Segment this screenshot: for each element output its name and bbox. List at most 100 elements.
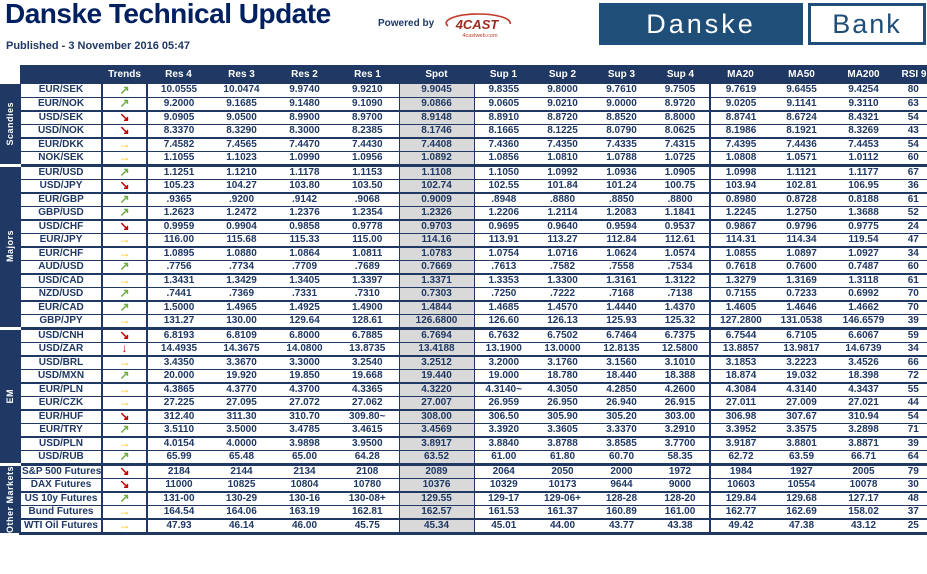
sup1-value: 2064 (474, 464, 533, 479)
res3-value: 7.4565 (210, 137, 273, 152)
sup3-value: 1.0936 (592, 165, 651, 180)
spot-value: 1.2326 (398, 206, 475, 221)
trend-down-icon: ↘ (102, 328, 148, 343)
rsi9-value: 63 (895, 97, 927, 112)
sup4-value: 58.35 (651, 450, 711, 466)
sup3-value: 12.8135 (592, 342, 651, 357)
ma200-value: 4.3437 (832, 382, 895, 397)
rsi9-value: 71 (895, 423, 927, 438)
powered-by-label: Powered by (378, 18, 435, 29)
rsi9-value: 70 (895, 300, 927, 315)
sup1-value: 129-17 (474, 491, 533, 506)
ma50-value: 1927 (771, 464, 832, 479)
ma200-value: 43.12 (832, 518, 895, 535)
sup4-value: 8.0625 (651, 124, 711, 139)
res3-value: 130.00 (210, 314, 273, 330)
spot-value: 126.6800 (398, 314, 475, 330)
sup2-value: 8.8720 (533, 110, 592, 125)
spot-value: 308.00 (398, 409, 475, 424)
ma200-value: 146.6579 (832, 314, 895, 330)
trend-down-icon: ↘ (102, 409, 148, 424)
column-header-res4: Res 4 (147, 65, 210, 84)
res1-value: 1.2354 (336, 206, 399, 221)
trend-flat-icon: → (102, 246, 148, 261)
pair-label: USD/CNH (19, 328, 103, 343)
sup1-value: 3.2000 (474, 355, 533, 370)
res1-value: 128.61 (336, 314, 399, 330)
res3-value: 14.3675 (210, 342, 273, 357)
res3-value: 130-29 (210, 491, 273, 506)
sup2-value: 1.0810 (533, 151, 592, 167)
rsi9-value: 24 (895, 219, 927, 234)
sup3-value: 160.89 (592, 505, 651, 520)
sup4-value: 8.8000 (651, 110, 711, 125)
table-row: DAX Futures ↘ 11000 10825 10804 10780 10376 103… (0, 478, 927, 493)
sup4-value: 1.0905 (651, 165, 711, 180)
res4-value: 312.40 (147, 409, 210, 424)
sup2-value: 7.4350 (533, 137, 592, 152)
ma20-value: 103.94 (710, 179, 771, 194)
sup2-value: 126.13 (533, 314, 592, 330)
sup2-value: 129-06+ (533, 491, 592, 506)
sup3-value: .7558 (592, 260, 651, 275)
trend-up-icon: ↗ (102, 97, 148, 112)
res4-value: 8.3370 (147, 124, 210, 139)
sup1-value: 102.55 (474, 179, 533, 194)
res3-value: 19.920 (210, 369, 273, 384)
ma50-value: 1.1121 (771, 165, 832, 180)
res2-value: 8.3000 (273, 124, 336, 139)
sup1-value: 126.60 (474, 314, 533, 330)
trend-up-icon: ↗ (102, 300, 148, 315)
res1-value: 0.9778 (336, 219, 399, 234)
ma20-value: 49.42 (710, 518, 771, 535)
table-row: USD/MXN ↗ 20.000 19.920 19.850 19.668 19.440 19… (0, 369, 927, 384)
spot-value: 9.9045 (398, 84, 475, 98)
res2-value: 115.33 (273, 233, 336, 248)
res1-value: 13.8735 (336, 342, 399, 357)
pair-label: NZD/USD (19, 287, 103, 302)
fourcast-logo: 4CAST 4castweb.com (445, 13, 512, 39)
sup3-value: 9.0000 (592, 97, 651, 112)
rsi9-value: 47 (895, 233, 927, 248)
res3-value: 10825 (210, 478, 273, 493)
sup4-value: 9.7505 (651, 84, 711, 98)
res3-value: 10.0474 (210, 84, 273, 98)
res2-value: 3.3000 (273, 355, 336, 370)
res2-value: 2134 (273, 464, 336, 479)
ma50-value: 47.38 (771, 518, 832, 535)
rsi9-value: 36 (895, 179, 927, 194)
table-row: Scandies EUR/SEK ↗ 10.0555 10.0474 9.9740 9.92… (0, 84, 927, 167)
spot-value: 162.57 (398, 505, 475, 520)
sup1-value: 1.3353 (474, 273, 533, 288)
spot-value: 3.2512 (398, 355, 475, 370)
section-label-text: Scandies (4, 101, 15, 146)
res2-value: 10804 (273, 478, 336, 493)
sup4-value: 1.0725 (651, 151, 711, 167)
res3-value: 3.3670 (210, 355, 273, 370)
table-row: USD/JPY ↘ 105.23 104.27 103.80 103.50 102.74 10… (0, 179, 927, 194)
res4-value: 27.225 (147, 396, 210, 411)
res4-value: .7756 (147, 260, 210, 275)
ma200-value: 3.2898 (832, 423, 895, 438)
sup2-value: 18.780 (533, 369, 592, 384)
rsi9-value: 80 (895, 84, 927, 98)
res3-value: 311.30 (210, 409, 273, 424)
sup2-value: 8.1225 (533, 124, 592, 139)
sup2-value: 1.2114 (533, 206, 592, 221)
section-label: Scandies (0, 84, 20, 167)
sup1-value: 19.000 (474, 369, 533, 384)
spot-value: 7.4408 (398, 137, 475, 152)
sup3-value: 1.2083 (592, 206, 651, 221)
res2-value: 103.80 (273, 179, 336, 194)
column-header-sup2: Sup 2 (533, 65, 592, 84)
res4-value: 116.00 (147, 233, 210, 248)
res2-value: 3.4785 (273, 423, 336, 438)
trend-up-icon: ↗ (102, 287, 148, 302)
ma20-value: 1.0855 (710, 246, 771, 261)
sup3-value: 2000 (592, 464, 651, 479)
res4-value: 7.4582 (147, 137, 210, 152)
pair-label: USD/SEK (19, 110, 103, 125)
trend-flat-icon: → (102, 355, 148, 370)
rsi9-value: 52 (895, 206, 927, 221)
res2-value: 7.4470 (273, 137, 336, 152)
